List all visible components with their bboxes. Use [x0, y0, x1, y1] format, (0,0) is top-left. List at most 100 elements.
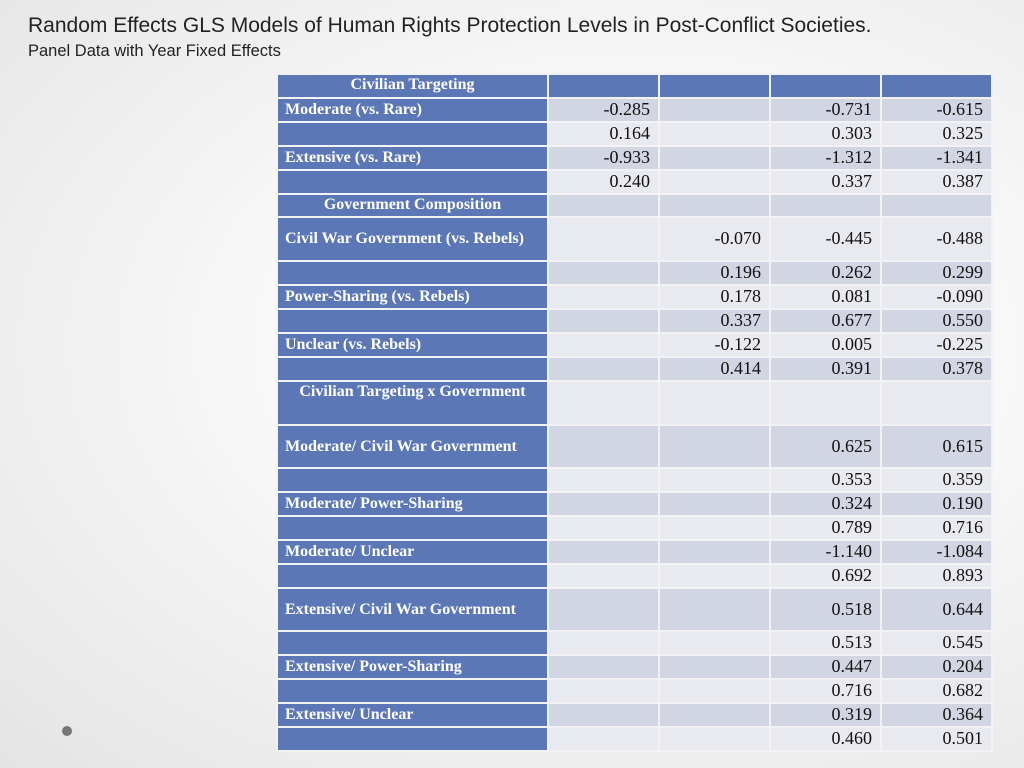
model-4-cell: -0.615 — [880, 97, 993, 123]
model-3-cell: 0.692 — [769, 563, 882, 589]
model-1-cell — [547, 332, 660, 358]
model-1-cell — [547, 424, 660, 469]
row-label: Moderate (vs. Rare) — [276, 97, 549, 123]
model-3-cell: 0.005 — [769, 332, 882, 358]
table-row: 0.513 0.545 — [276, 630, 993, 656]
model-2-cell — [658, 73, 771, 99]
row-label — [276, 726, 549, 752]
row-label — [276, 356, 549, 382]
model-3-cell: 0.319 — [769, 702, 882, 728]
model-1-cell — [547, 73, 660, 99]
row-label: Unclear (vs. Rebels) — [276, 332, 549, 358]
model-2-cell — [658, 491, 771, 517]
table-row: 0.240 0.337 0.387 — [276, 169, 993, 195]
table-row: 0.353 0.359 — [276, 467, 993, 493]
model-4-cell: -0.488 — [880, 216, 993, 262]
model-2-cell: 0.196 — [658, 260, 771, 286]
model-1-cell — [547, 284, 660, 310]
model-2-cell — [658, 193, 771, 218]
row-label — [276, 169, 549, 195]
model-1-cell — [547, 467, 660, 493]
model-1-cell — [547, 308, 660, 334]
model-2-cell — [658, 467, 771, 493]
section-header-row: Civilian Targeting x Government — [276, 380, 993, 426]
row-label: Moderate/ Civil War Government — [276, 424, 549, 469]
table-row: 0.789 0.716 — [276, 515, 993, 541]
row-label: Moderate/ Power-Sharing — [276, 491, 549, 517]
row-label — [276, 515, 549, 541]
table-row: 0.337 0.677 0.550 — [276, 308, 993, 334]
model-3-cell: -1.312 — [769, 145, 882, 171]
model-2-cell — [658, 145, 771, 171]
model-4-cell: 0.387 — [880, 169, 993, 195]
model-4-cell: 0.501 — [880, 726, 993, 752]
model-1-cell — [547, 678, 660, 704]
model-3-cell: 0.303 — [769, 121, 882, 147]
model-2-cell — [658, 97, 771, 123]
row-label: Civil War Government (vs. Rebels) — [276, 216, 549, 262]
model-3-cell: -0.445 — [769, 216, 882, 262]
model-3-cell — [769, 193, 882, 218]
model-4-cell: 0.204 — [880, 654, 993, 680]
model-3-cell: 0.789 — [769, 515, 882, 541]
model-3-cell: 0.262 — [769, 260, 882, 286]
model-1-cell — [547, 563, 660, 589]
model-1-cell — [547, 539, 660, 565]
model-4-cell: 0.325 — [880, 121, 993, 147]
model-4-cell — [880, 193, 993, 218]
table-row: Moderate (vs. Rare) -0.285 -0.731 -0.615 — [276, 97, 993, 123]
row-label: Extensive/ Civil War Government — [276, 587, 549, 632]
section-label: Civilian Targeting x Government — [276, 380, 549, 426]
model-4-cell — [880, 73, 993, 99]
model-1-cell — [547, 260, 660, 286]
table-row: Extensive/ Unclear 0.319 0.364 — [276, 702, 993, 728]
row-label — [276, 678, 549, 704]
model-1-cell: 0.240 — [547, 169, 660, 195]
model-3-cell: -0.731 — [769, 97, 882, 123]
model-3-cell: 0.447 — [769, 654, 882, 680]
model-3-cell: 0.677 — [769, 308, 882, 334]
model-1-cell — [547, 491, 660, 517]
model-1-cell — [547, 587, 660, 632]
table-row: Civil War Government (vs. Rebels) -0.070-… — [276, 216, 993, 262]
model-3-cell — [769, 380, 882, 426]
model-4-cell: 0.682 — [880, 678, 993, 704]
model-3-cell: 0.324 — [769, 491, 882, 517]
model-3-cell: 0.716 — [769, 678, 882, 704]
model-4-cell: -1.084 — [880, 539, 993, 565]
model-3-cell: 0.460 — [769, 726, 882, 752]
section-header-row: Government Composition — [276, 193, 993, 218]
model-4-cell: -0.225 — [880, 332, 993, 358]
table-row: 0.414 0.391 0.378 — [276, 356, 993, 382]
model-3-cell: 0.625 — [769, 424, 882, 469]
model-2-cell — [658, 169, 771, 195]
model-2-cell — [658, 380, 771, 426]
table-row: 0.196 0.262 0.299 — [276, 260, 993, 286]
row-label — [276, 630, 549, 656]
model-4-cell: 0.893 — [880, 563, 993, 589]
slide-title: Random Effects GLS Models of Human Right… — [28, 14, 872, 37]
model-2-cell — [658, 630, 771, 656]
section-label: Government Composition — [276, 193, 549, 218]
model-4-cell — [880, 380, 993, 426]
model-2-cell: 0.178 — [658, 284, 771, 310]
model-1-cell — [547, 356, 660, 382]
model-4-cell: 0.644 — [880, 587, 993, 632]
model-2-cell — [658, 726, 771, 752]
model-4-cell: 0.378 — [880, 356, 993, 382]
row-label — [276, 563, 549, 589]
model-1-cell: -0.933 — [547, 145, 660, 171]
slide-subtitle: Panel Data with Year Fixed Effects — [28, 42, 281, 60]
model-3-cell: 0.353 — [769, 467, 882, 493]
model-1-cell — [547, 216, 660, 262]
table-row: 0.460 0.501 — [276, 726, 993, 752]
model-2-cell: -0.122 — [658, 332, 771, 358]
table-row: Power-Sharing (vs. Rebels) 0.178 0.081 -0.0… — [276, 284, 993, 310]
model-3-cell — [769, 73, 882, 99]
model-2-cell — [658, 678, 771, 704]
row-label: Extensive/ Power-Sharing — [276, 654, 549, 680]
model-2-cell: 0.337 — [658, 308, 771, 334]
model-1-cell — [547, 654, 660, 680]
model-3-cell: 0.081 — [769, 284, 882, 310]
model-4-cell: 0.716 — [880, 515, 993, 541]
